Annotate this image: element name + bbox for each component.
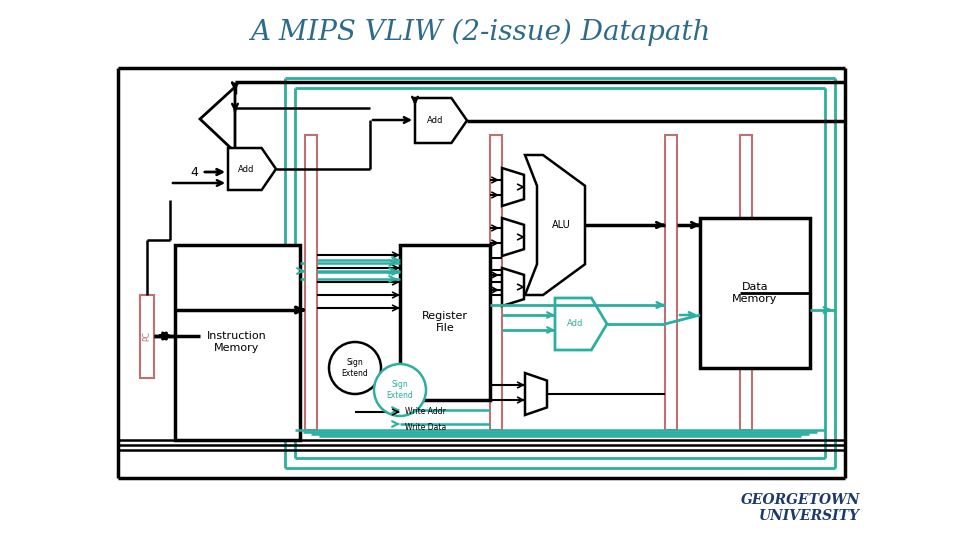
Text: Write Addr: Write Addr <box>405 408 445 416</box>
FancyBboxPatch shape <box>490 135 502 430</box>
Polygon shape <box>525 373 547 415</box>
FancyBboxPatch shape <box>665 135 677 430</box>
Text: Add: Add <box>566 320 583 328</box>
FancyBboxPatch shape <box>740 135 752 430</box>
FancyBboxPatch shape <box>400 245 490 400</box>
Polygon shape <box>502 168 524 206</box>
Text: PC: PC <box>142 331 152 341</box>
FancyBboxPatch shape <box>700 218 810 368</box>
Polygon shape <box>502 218 524 256</box>
Text: GEORGETOWN
UNIVERSITY: GEORGETOWN UNIVERSITY <box>740 493 860 523</box>
Text: 4: 4 <box>190 165 198 179</box>
Text: Write Data: Write Data <box>405 423 446 433</box>
Text: Data
Memory: Data Memory <box>732 282 778 304</box>
Polygon shape <box>228 148 276 190</box>
Text: Sign
Extend: Sign Extend <box>387 380 414 400</box>
Polygon shape <box>525 155 585 295</box>
Text: Add: Add <box>238 165 254 173</box>
Circle shape <box>329 342 381 394</box>
FancyBboxPatch shape <box>305 135 317 430</box>
Text: A MIPS VLIW (2-issue) Datapath: A MIPS VLIW (2-issue) Datapath <box>250 18 710 46</box>
Text: Instruction
Memory: Instruction Memory <box>207 331 267 353</box>
Text: ALU: ALU <box>552 220 570 230</box>
Polygon shape <box>200 87 235 152</box>
Polygon shape <box>555 298 607 350</box>
FancyBboxPatch shape <box>140 295 154 378</box>
Polygon shape <box>415 98 467 143</box>
Text: Register
File: Register File <box>422 311 468 333</box>
FancyBboxPatch shape <box>175 245 300 440</box>
Circle shape <box>374 364 426 416</box>
Text: Add: Add <box>426 116 443 125</box>
Polygon shape <box>502 268 524 306</box>
Text: Sign
Extend: Sign Extend <box>342 359 369 377</box>
